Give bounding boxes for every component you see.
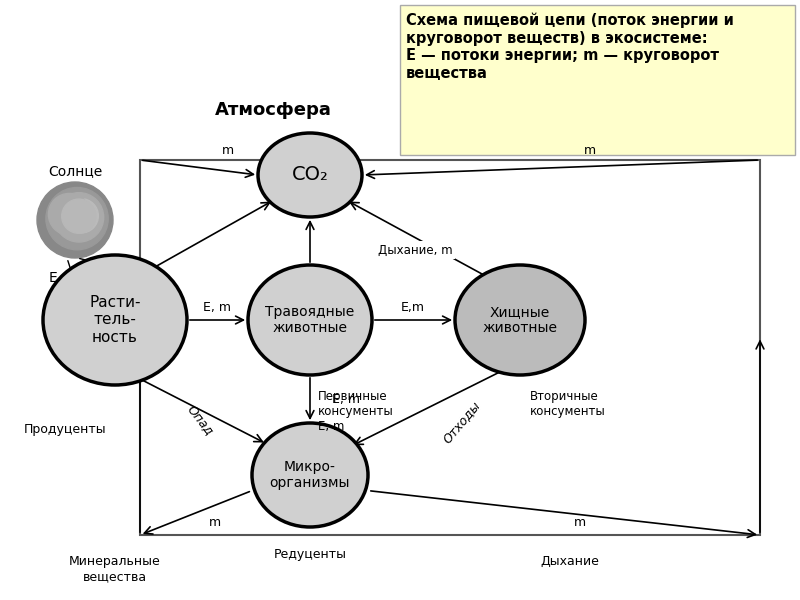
- Ellipse shape: [252, 423, 368, 527]
- Text: m: m: [222, 143, 234, 157]
- Text: m: m: [574, 515, 586, 529]
- Circle shape: [62, 199, 96, 233]
- Text: Атмосфера: Атмосфера: [215, 101, 332, 119]
- Text: CO₂: CO₂: [291, 166, 329, 185]
- Text: Расти-
тель-
ность: Расти- тель- ность: [90, 295, 141, 345]
- Circle shape: [48, 193, 90, 235]
- Text: Первичные
консументы
Е, m: Первичные консументы Е, m: [318, 390, 394, 433]
- Circle shape: [37, 182, 113, 258]
- Text: Продуценты: Продуценты: [24, 424, 106, 437]
- Text: Травоядные
животные: Травоядные животные: [266, 305, 354, 335]
- Text: E, m: E, m: [332, 392, 360, 406]
- Ellipse shape: [248, 265, 372, 375]
- Ellipse shape: [43, 255, 187, 385]
- Text: Минеральные
вещества: Минеральные вещества: [69, 555, 161, 583]
- Circle shape: [54, 193, 104, 242]
- Bar: [140, 160, 760, 535]
- Text: E,m: E,m: [401, 301, 425, 314]
- Text: Дыхание: Дыхание: [541, 555, 599, 568]
- Text: Опад: Опад: [184, 403, 216, 437]
- Text: Отходы: Отходы: [441, 398, 483, 446]
- Text: Хищные
животные: Хищные животные: [482, 305, 558, 335]
- Text: Дыхание, m: Дыхание, m: [378, 244, 453, 257]
- Ellipse shape: [258, 133, 362, 217]
- Text: Вторичные
консументы: Вторичные консументы: [530, 390, 606, 418]
- Text: Редуценты: Редуценты: [274, 548, 346, 561]
- Ellipse shape: [455, 265, 585, 375]
- Text: m: m: [209, 515, 221, 529]
- Text: Микро-
организмы: Микро- организмы: [270, 460, 350, 490]
- Circle shape: [46, 187, 108, 250]
- FancyBboxPatch shape: [400, 5, 795, 155]
- Text: E, m: E, m: [203, 301, 231, 314]
- Text: Схема пищевой цепи (поток энергии и
круговорот веществ) в экосистеме:
Е — потоки: Схема пищевой цепи (поток энергии и круг…: [406, 13, 734, 81]
- Text: m: m: [584, 143, 596, 157]
- Text: Солнце: Солнце: [48, 164, 102, 178]
- Circle shape: [64, 199, 98, 233]
- Text: E: E: [49, 271, 58, 285]
